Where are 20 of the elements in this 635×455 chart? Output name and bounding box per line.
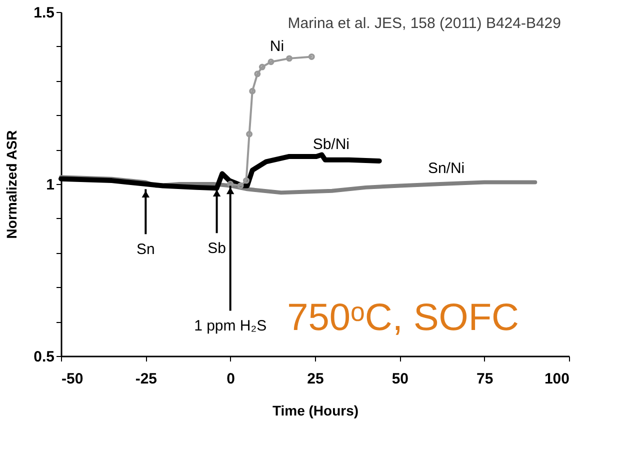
x-tick-label: 0 [226,370,236,388]
y-tick-label: 1.5 [34,4,54,22]
x-tick-label: 50 [392,370,409,388]
series-label: Sb/Ni [312,136,350,153]
x-axis-title: Time (Hours) [272,402,359,418]
x-tick-label: 100 [544,370,570,388]
x-tick-label: -50 [62,370,84,388]
annotation: Sn [136,241,155,258]
series-label: Ni [270,38,284,55]
series-label: Sn/Ni [428,160,465,177]
x-tick-label: 25 [307,370,324,388]
y-tick-label: 0.5 [34,348,54,366]
y-tick-label: 1 [46,176,54,194]
x-tick-label: -25 [135,370,158,388]
annotation: 1 ppm H₂S [194,318,267,335]
y-axis-title: Normalized ASR [4,130,20,239]
x-tick-label: 75 [476,370,494,388]
annotation: Marina et al. JES, 158 (2011) B424-B429 [288,15,561,32]
annotation: 750ᵒC, SOFC [287,297,519,339]
annotation: Sb [208,240,226,258]
